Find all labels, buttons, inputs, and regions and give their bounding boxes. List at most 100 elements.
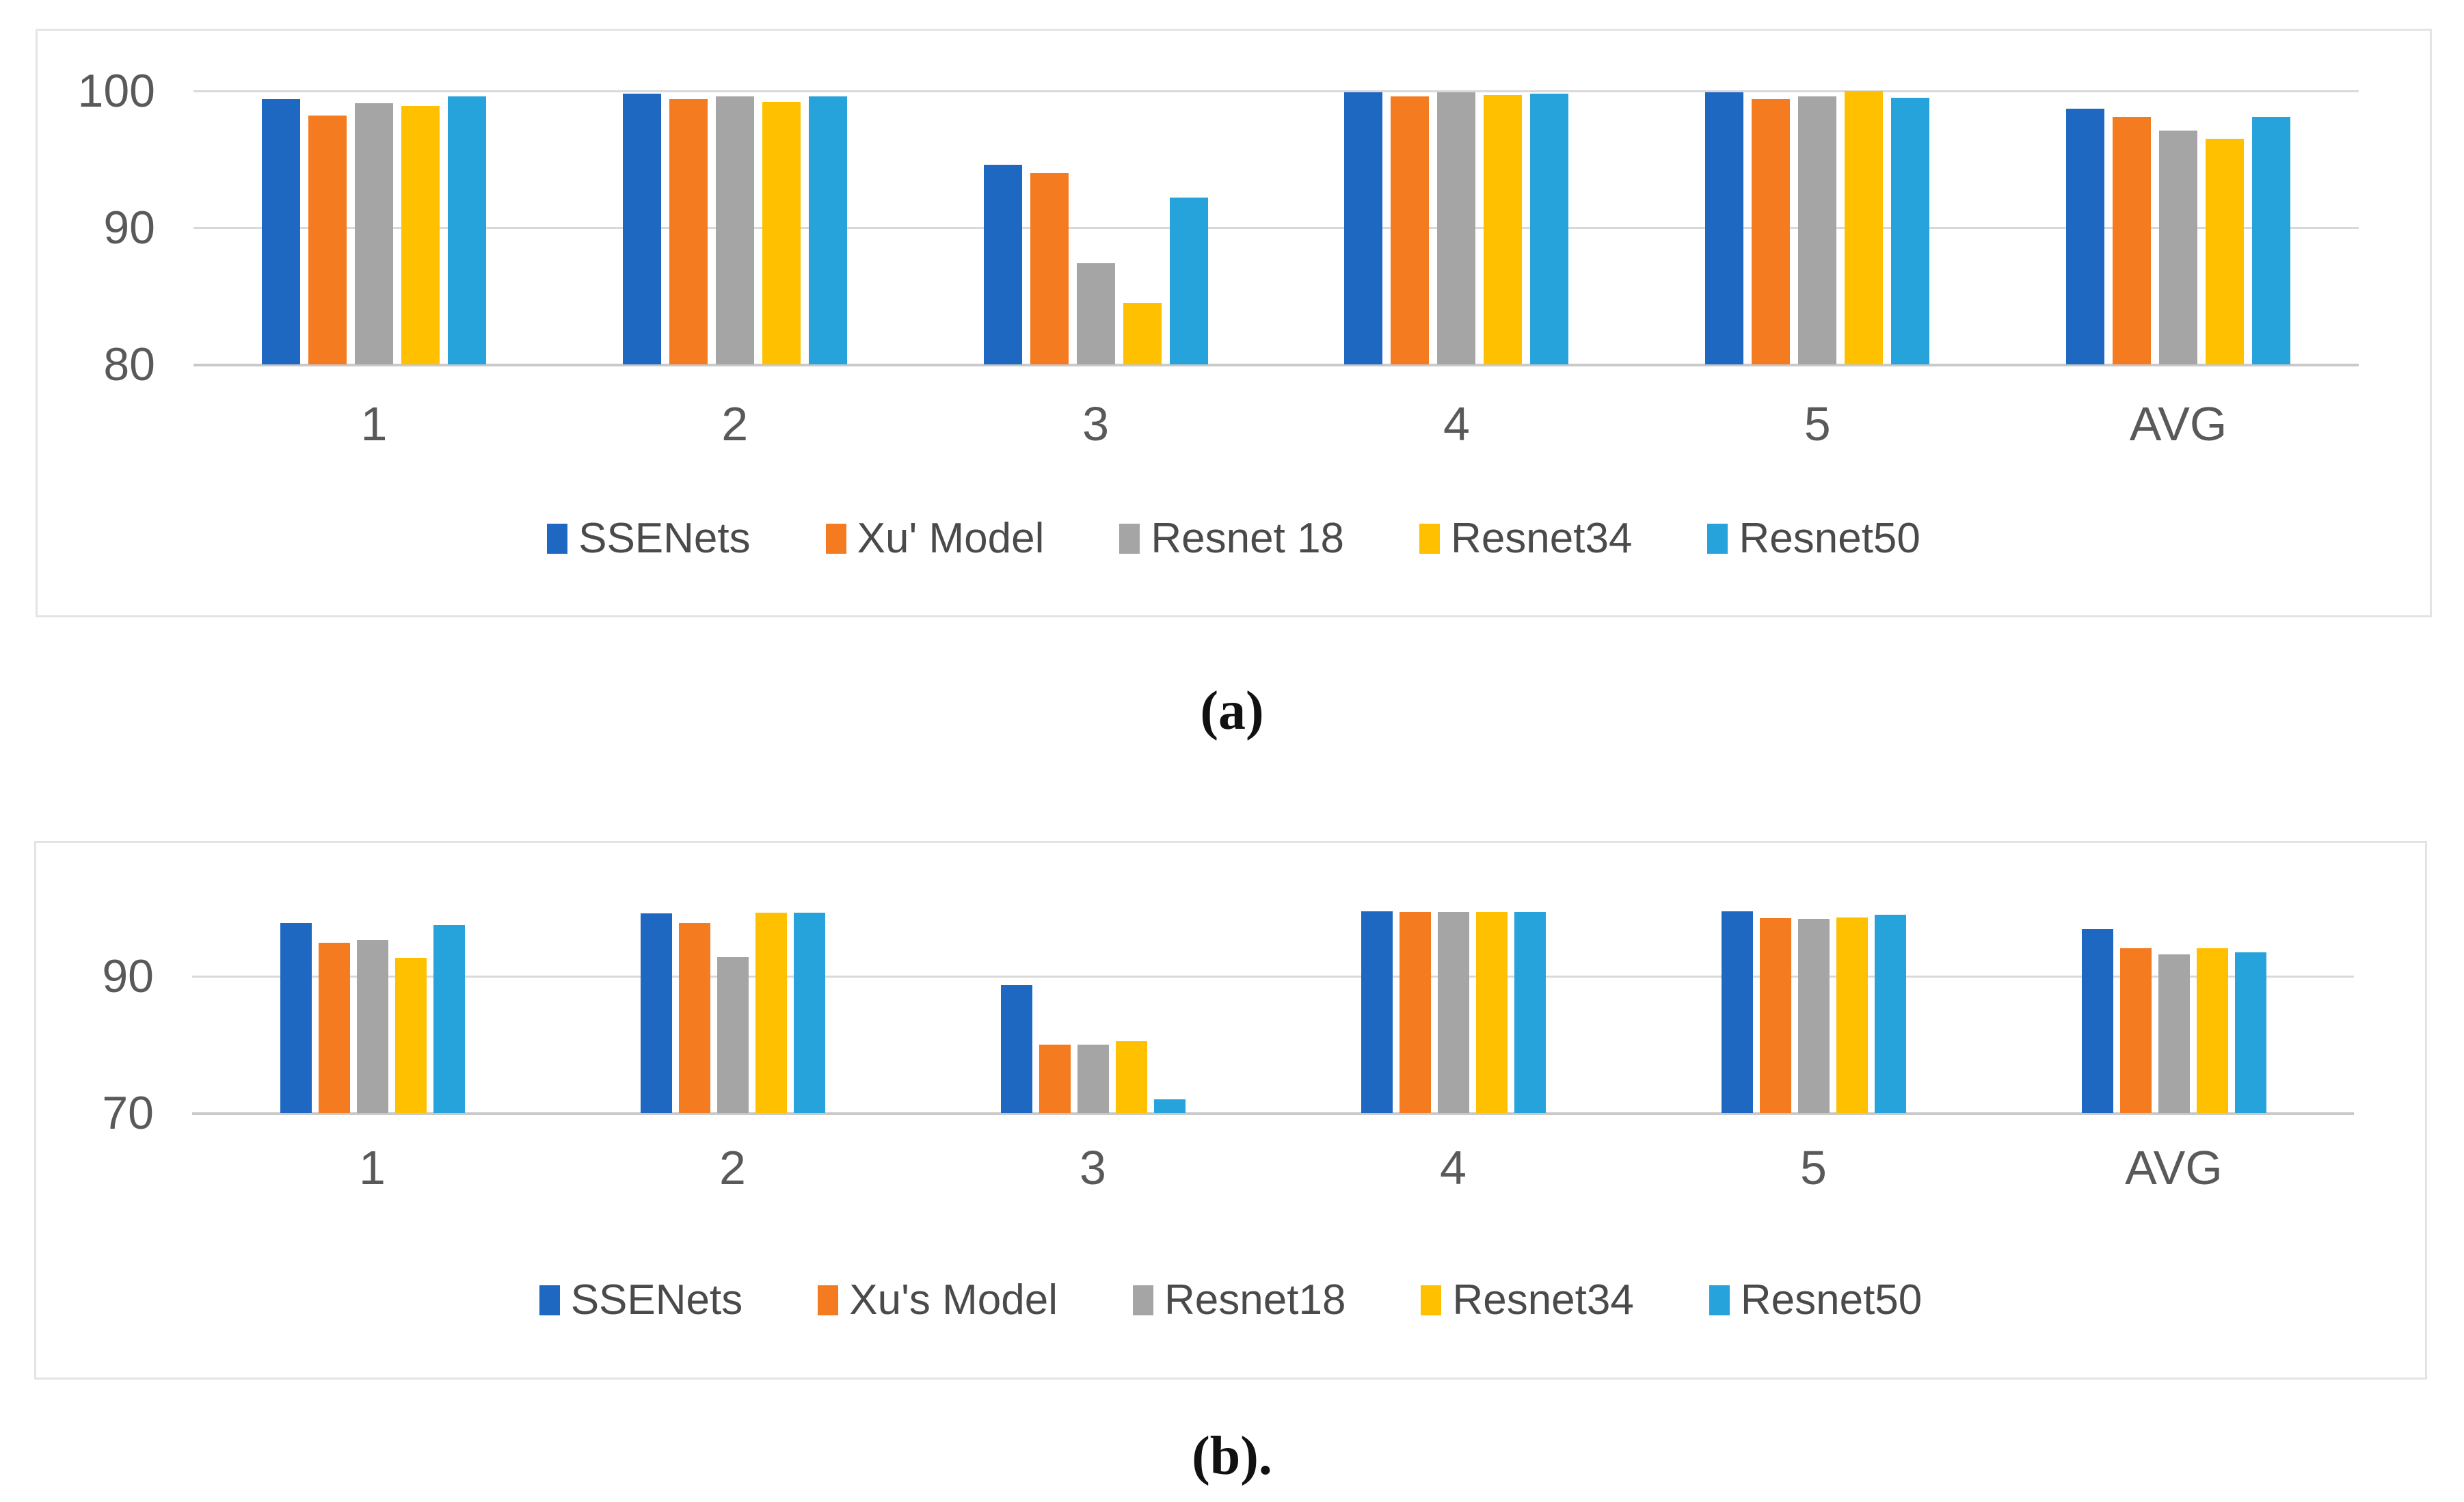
bar-Resnet50-AVG [2252, 117, 2291, 364]
chart-panel-a: 100 90 80 1 2 3 4 5 AVG SSENets Xu' Model Resnet 1… [36, 29, 2432, 617]
bar-SSENets-4 [1361, 911, 1393, 1113]
legend-swatch-icon [825, 524, 846, 554]
x-axis-category-label: 4 [1443, 397, 1470, 451]
bar-Resnet50-2 [808, 96, 847, 364]
chart-a-legend: SSENets Xu' Model Resnet 18 Resnet34 Resnet5… [38, 518, 2430, 560]
legend-swatch-icon [1709, 1285, 1730, 1315]
legend-item: Xu' Model [825, 515, 1045, 562]
legend-swatch-icon [1133, 1285, 1154, 1315]
legend-item: Resnet34 [1421, 1276, 1634, 1324]
bar-Resnet34-2 [762, 102, 801, 364]
chart-b-legend: SSENets Xu's Model Resnet18 Resnet34 Resnet5… [36, 1279, 2425, 1322]
x-axis-category-label: 3 [1082, 397, 1110, 451]
bar-XuModel-1 [308, 116, 347, 364]
bar-SSENets-4 [1344, 92, 1383, 364]
gridline-90 [193, 227, 2359, 229]
bar-SSENets-5 [1705, 92, 1744, 364]
y-axis-tick-label: 90 [103, 202, 155, 254]
bar-Resnet34-3 [1115, 1041, 1147, 1113]
bar-XuModel-4 [1391, 96, 1430, 364]
legend-item: SSENets [539, 1276, 743, 1324]
legend-item: SSENets [547, 518, 751, 560]
legend-series-label: Xu' Model [857, 515, 1045, 562]
bar-Resnet18-4 [1437, 92, 1476, 364]
legend-series-label: Resnet18 [1164, 1276, 1346, 1324]
bar-Resnet50-3 [1153, 1099, 1186, 1113]
bar-Resnet34-3 [1123, 303, 1162, 364]
legend-series-label: SSENets [570, 1276, 743, 1324]
x-axis-category-label: AVG [2129, 397, 2227, 451]
bar-Resnet18-2 [715, 96, 754, 364]
bar-XusModel-3 [1039, 1045, 1071, 1113]
bar-SSENets-5 [1721, 911, 1753, 1113]
x-axis-category-label: 5 [1804, 397, 1831, 451]
gridline-90 [192, 976, 2354, 978]
bar-SSENets-2 [640, 913, 672, 1113]
bar-XusModel-5 [1759, 918, 1791, 1113]
bar-Resnet50-5 [1874, 915, 1906, 1113]
bar-Resnet50-2 [793, 913, 825, 1113]
bar-Resnet34-4 [1475, 912, 1508, 1113]
bar-SSENets-AVG [2066, 109, 2105, 364]
bar-XuModel-2 [669, 99, 708, 364]
bar-Resnet34-1 [401, 106, 440, 364]
y-axis-tick-label: 100 [77, 65, 155, 117]
bar-XusModel-1 [318, 943, 350, 1113]
bar-Resnet34-4 [1484, 95, 1523, 364]
legend-item: Resnet18 [1133, 1279, 1345, 1322]
bar-Resnet18-1 [354, 103, 393, 364]
legend-series-label: SSENets [578, 515, 751, 562]
bar-Resnet50-1 [433, 925, 465, 1113]
bar-Resnet50-1 [447, 96, 486, 364]
chart-panel-b: 90 70 1 2 3 4 5 AVG SSENets Xu's Model Resnet18 Re… [34, 841, 2427, 1380]
bar-XuModel-3 [1030, 173, 1069, 364]
bar-XusModel-4 [1399, 912, 1431, 1113]
legend-swatch-icon [1707, 524, 1728, 554]
x-axis-category-label: 3 [1080, 1141, 1106, 1194]
bar-SSENets-3 [1000, 985, 1032, 1113]
legend-series-label: Resnet50 [1739, 515, 1920, 562]
bar-SSENets-1 [280, 923, 312, 1113]
legend-item: Resnet50 [1709, 1279, 1922, 1322]
legend-item: Resnet34 [1419, 518, 1632, 560]
x-axis-category-label: 2 [721, 397, 749, 451]
x-axis-category-label: 1 [360, 397, 388, 451]
bar-SSENets-1 [261, 99, 300, 364]
bar-Resnet34-AVG [2196, 948, 2228, 1113]
bar-Resnet18-3 [1077, 1045, 1109, 1113]
bar-Resnet18-2 [717, 957, 749, 1113]
legend-item: Xu's Model [818, 1279, 1058, 1322]
bar-Resnet34-5 [1845, 91, 1884, 364]
legend-swatch-icon [1421, 1285, 1442, 1315]
bar-Resnet50-5 [1891, 98, 1930, 364]
legend-item: Resnet 18 [1119, 518, 1344, 560]
bar-Resnet50-4 [1514, 912, 1546, 1113]
bar-Resnet50-4 [1530, 94, 1569, 364]
bar-Resnet50-3 [1169, 198, 1208, 364]
legend-series-label: Resnet34 [1452, 1276, 1634, 1324]
bar-Resnet18-AVG [2159, 131, 2198, 364]
x-axis-category-label: 1 [359, 1141, 386, 1194]
bar-Resnet34-5 [1836, 917, 1868, 1113]
bar-SSENets-3 [983, 165, 1022, 364]
bar-Resnet18-5 [1798, 96, 1837, 364]
legend-swatch-icon [818, 1285, 839, 1315]
x-axis-category-label: AVG [2125, 1141, 2223, 1194]
bar-Resnet18-AVG [2158, 954, 2190, 1113]
gridline-100 [193, 90, 2359, 92]
bar-SSENets-2 [622, 94, 661, 364]
bar-Resnet18-5 [1797, 919, 1830, 1113]
bar-XusModel-2 [678, 923, 710, 1113]
x-axis-category-label: 5 [1800, 1141, 1827, 1194]
legend-item: Resnet50 [1707, 518, 1920, 560]
caption-b: (b). [1192, 1426, 1272, 1486]
bar-Resnet18-3 [1076, 263, 1115, 364]
legend-swatch-icon [547, 524, 568, 554]
x-axis-category-label: 2 [719, 1141, 746, 1194]
y-axis-tick-label: 70 [102, 1087, 154, 1139]
bar-XuModel-AVG [2113, 117, 2152, 364]
y-axis-tick-label: 90 [102, 950, 154, 1002]
x-axis-category-label: 4 [1440, 1141, 1467, 1194]
legend-series-label: Resnet34 [1451, 515, 1633, 562]
